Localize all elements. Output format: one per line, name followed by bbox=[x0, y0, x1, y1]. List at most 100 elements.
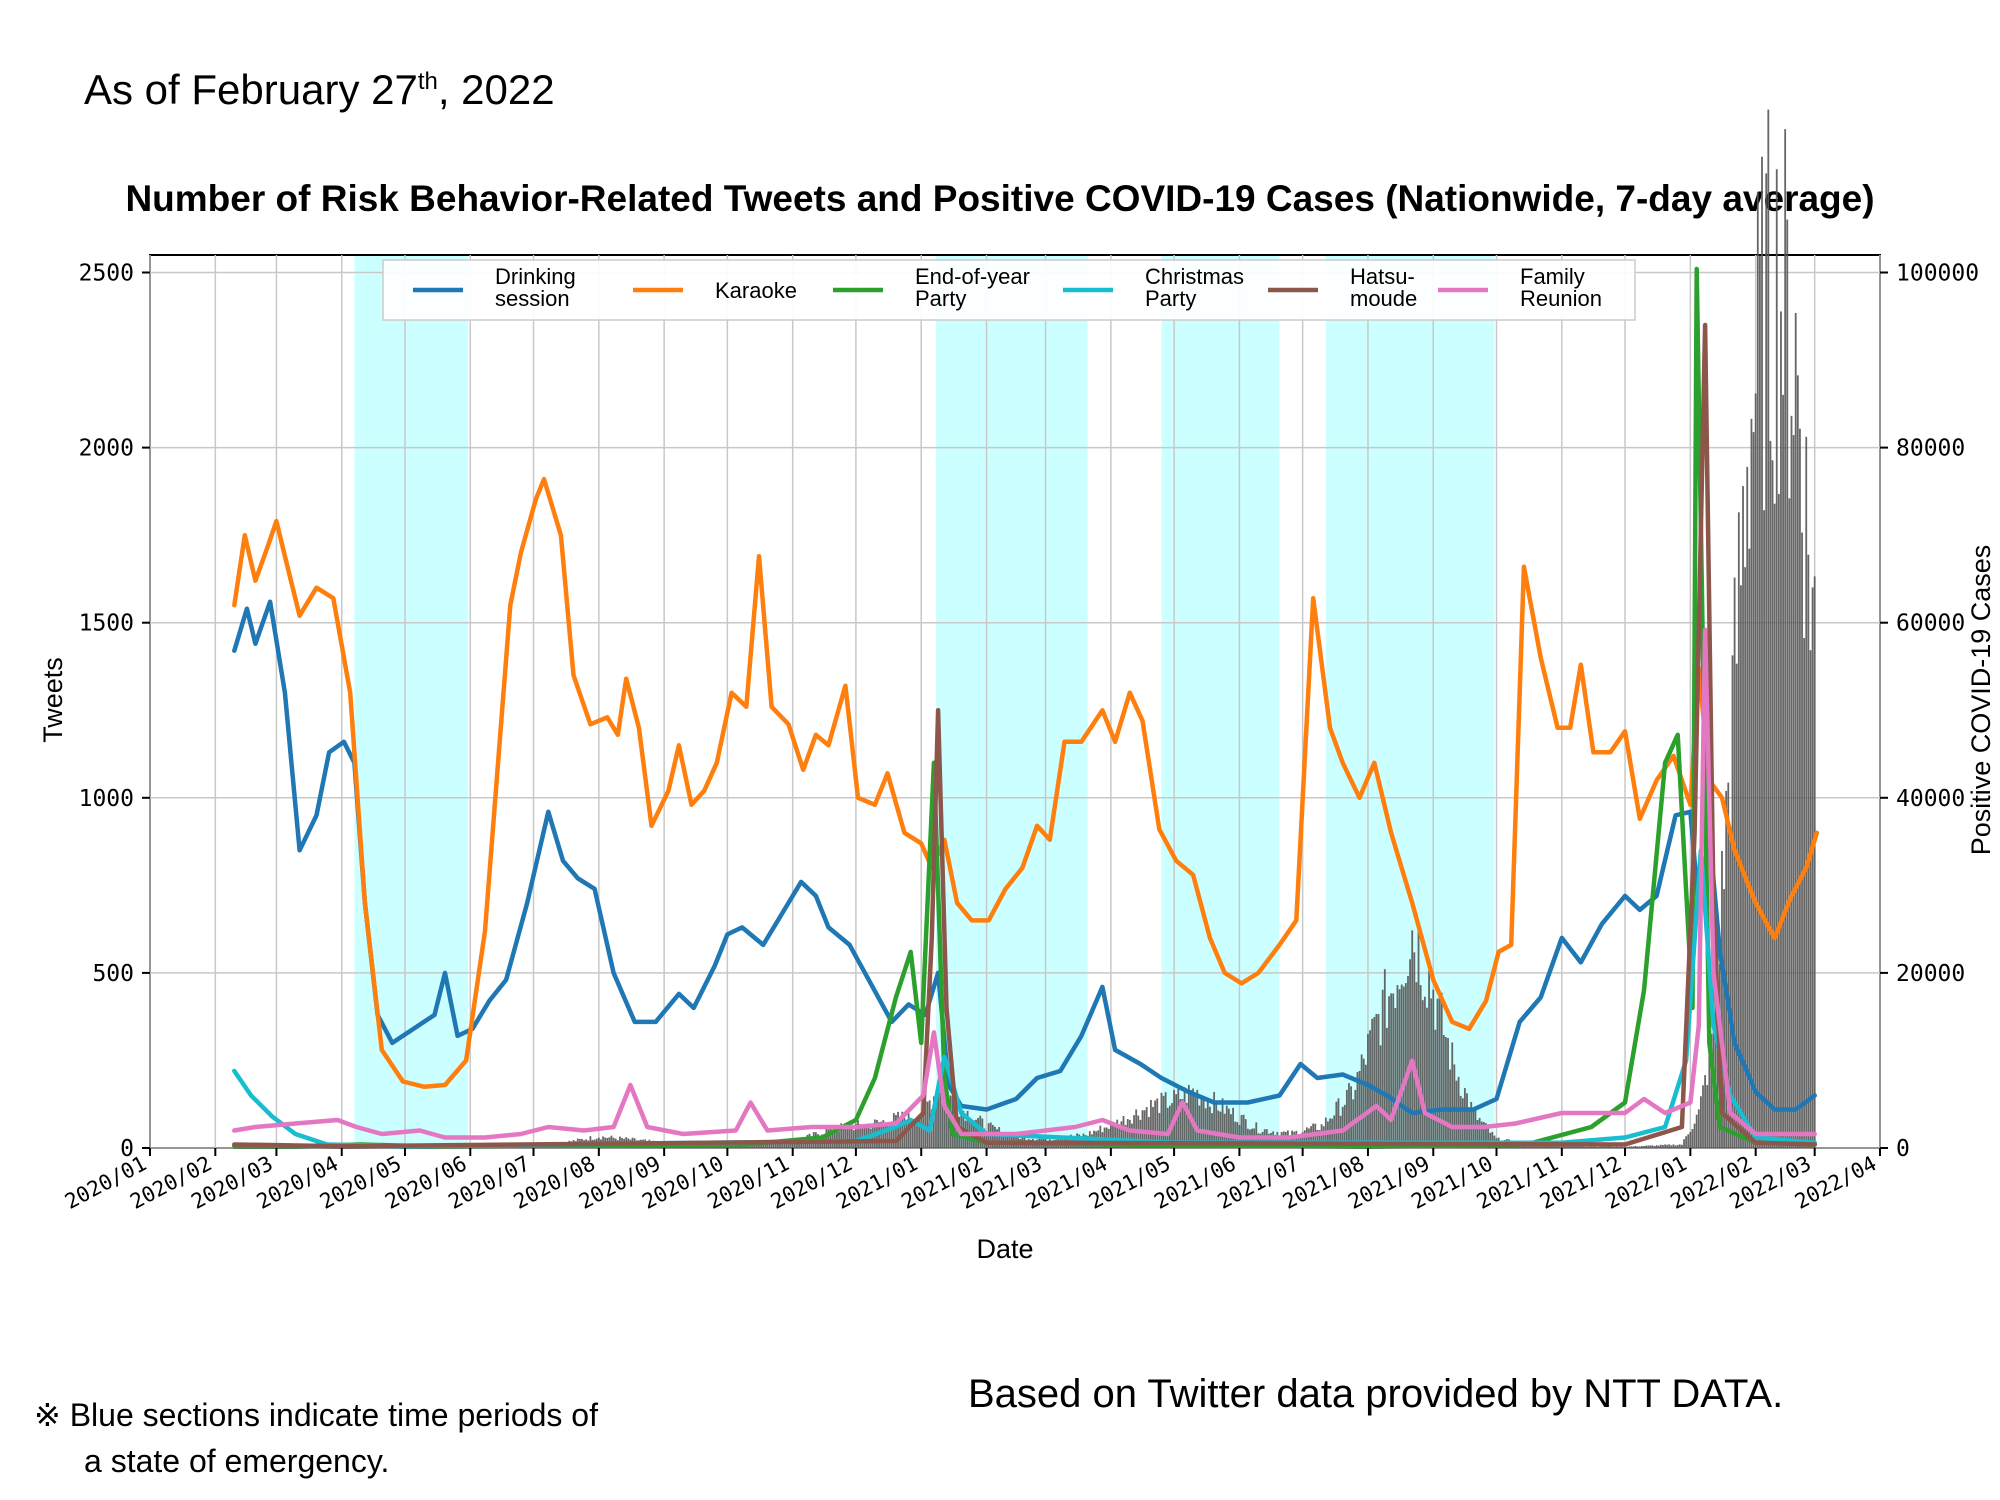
cases-bar bbox=[1303, 1130, 1306, 1148]
cases-bar bbox=[842, 1126, 845, 1148]
cases-bar bbox=[1305, 1127, 1308, 1148]
cases-bar bbox=[1761, 156, 1763, 1149]
cases-bar bbox=[1632, 1146, 1635, 1148]
cases-bar bbox=[1689, 1132, 1692, 1148]
cases-bar bbox=[1801, 532, 1803, 1148]
cases-bar bbox=[1643, 1146, 1645, 1148]
cases-bar bbox=[1763, 510, 1766, 1148]
cases-bar bbox=[1415, 982, 1418, 1148]
cases-bar bbox=[1649, 1145, 1652, 1148]
y-tick-label: 500 bbox=[92, 961, 134, 987]
cases-bar bbox=[1588, 1146, 1591, 1148]
cases-bar bbox=[892, 1113, 895, 1148]
cases-bar bbox=[1615, 1146, 1618, 1148]
cases-bar bbox=[1796, 375, 1799, 1148]
emergency-period-band bbox=[935, 256, 1088, 1147]
cases-bar bbox=[998, 1127, 1001, 1148]
cases-bar bbox=[789, 1141, 792, 1148]
cases-bar bbox=[1232, 1107, 1234, 1148]
cases-bar bbox=[1345, 1089, 1348, 1148]
cases-bar bbox=[1160, 1092, 1163, 1148]
cases-bar bbox=[1310, 1126, 1312, 1148]
cases-bar bbox=[1335, 1101, 1338, 1148]
cases-bar bbox=[1209, 1106, 1211, 1148]
cases-bar bbox=[1706, 1085, 1709, 1148]
cases-bar bbox=[901, 1111, 904, 1148]
cases-bar bbox=[983, 1128, 986, 1148]
cases-bar bbox=[1611, 1146, 1614, 1148]
cases-bar bbox=[924, 1100, 927, 1148]
cases-bar bbox=[1413, 952, 1416, 1148]
cases-bar bbox=[1421, 1000, 1424, 1148]
cases-bar bbox=[1139, 1119, 1142, 1148]
cases-bar bbox=[1099, 1125, 1102, 1148]
cases-bar bbox=[1348, 1083, 1350, 1148]
cases-bar bbox=[1702, 1085, 1704, 1148]
y2-tick-label: 100000 bbox=[1896, 261, 1979, 287]
y2-tick-label: 40000 bbox=[1896, 786, 1965, 812]
cases-bar bbox=[880, 1121, 883, 1148]
cases-bar bbox=[1156, 1098, 1159, 1148]
cases-bar bbox=[1076, 1133, 1079, 1148]
tweet-series-lines bbox=[232, 266, 1820, 1149]
cases-bar bbox=[1737, 512, 1740, 1148]
cases-bar bbox=[1375, 1013, 1378, 1148]
cases-bar bbox=[1181, 1098, 1184, 1148]
legend-label: moude bbox=[1350, 286, 1417, 311]
cases-bar bbox=[1693, 1123, 1696, 1148]
cases-bar bbox=[1150, 1099, 1152, 1148]
cases-bar bbox=[1206, 1098, 1209, 1148]
cases-bar bbox=[1809, 650, 1812, 1148]
cases-bar bbox=[859, 1124, 862, 1148]
cases-bar bbox=[1733, 577, 1736, 1148]
cases-bar bbox=[1440, 992, 1443, 1148]
cases-bar bbox=[1432, 989, 1435, 1148]
cases-bar bbox=[1556, 1145, 1559, 1148]
cases-bar bbox=[1114, 1127, 1116, 1148]
cases-bar bbox=[1758, 255, 1761, 1149]
cases-bar bbox=[1619, 1146, 1622, 1148]
cases-bar bbox=[996, 1129, 998, 1148]
cases-bar bbox=[1480, 1121, 1483, 1148]
cases-bar bbox=[783, 1141, 786, 1148]
cases-bar bbox=[1358, 1070, 1361, 1148]
cases-bar bbox=[1668, 1144, 1671, 1148]
cases-bar bbox=[1672, 1144, 1675, 1148]
cases-bar bbox=[1407, 975, 1409, 1148]
cases-bar bbox=[791, 1142, 794, 1148]
cases-bar bbox=[1594, 1146, 1597, 1148]
cases-bar bbox=[1400, 984, 1403, 1148]
cases-bar bbox=[1394, 1007, 1397, 1148]
legend-label: Party bbox=[1145, 286, 1196, 311]
cases-bar bbox=[985, 1131, 988, 1148]
cases-bar bbox=[1782, 394, 1784, 1148]
cases-bar bbox=[1617, 1146, 1620, 1148]
cases-bar bbox=[1659, 1144, 1662, 1148]
cases-bar bbox=[1154, 1100, 1157, 1148]
cases-bar bbox=[916, 1121, 918, 1148]
cases-bar bbox=[1592, 1146, 1595, 1148]
cases-bar bbox=[1735, 663, 1738, 1148]
source-note: Based on Twitter data provided by NTT DA… bbox=[968, 1372, 1784, 1416]
cases-bar bbox=[899, 1118, 902, 1148]
cases-bar bbox=[897, 1111, 899, 1148]
y-axis-label: Tweets bbox=[38, 657, 68, 743]
as-of-date: As of February 27th, 2022 bbox=[84, 66, 555, 113]
cases-bar bbox=[1630, 1146, 1633, 1148]
y-tick-label: 2500 bbox=[79, 261, 134, 287]
cases-bar bbox=[1754, 393, 1757, 1148]
cases-bar bbox=[1350, 1086, 1352, 1148]
cases-bar bbox=[895, 1114, 897, 1148]
cases-bar bbox=[1748, 548, 1751, 1148]
cases-bar bbox=[1360, 1054, 1363, 1148]
cases-bar bbox=[1579, 1146, 1582, 1148]
cases-bar bbox=[1476, 1119, 1479, 1148]
cases-bar bbox=[1183, 1087, 1186, 1148]
cases-bar bbox=[1678, 1144, 1681, 1148]
cases-bar bbox=[1356, 1072, 1359, 1148]
cases-bar bbox=[1626, 1146, 1629, 1148]
y2-tick-label: 20000 bbox=[1896, 961, 1965, 987]
cases-bar bbox=[1744, 567, 1747, 1148]
cases-bar bbox=[1219, 1111, 1222, 1148]
